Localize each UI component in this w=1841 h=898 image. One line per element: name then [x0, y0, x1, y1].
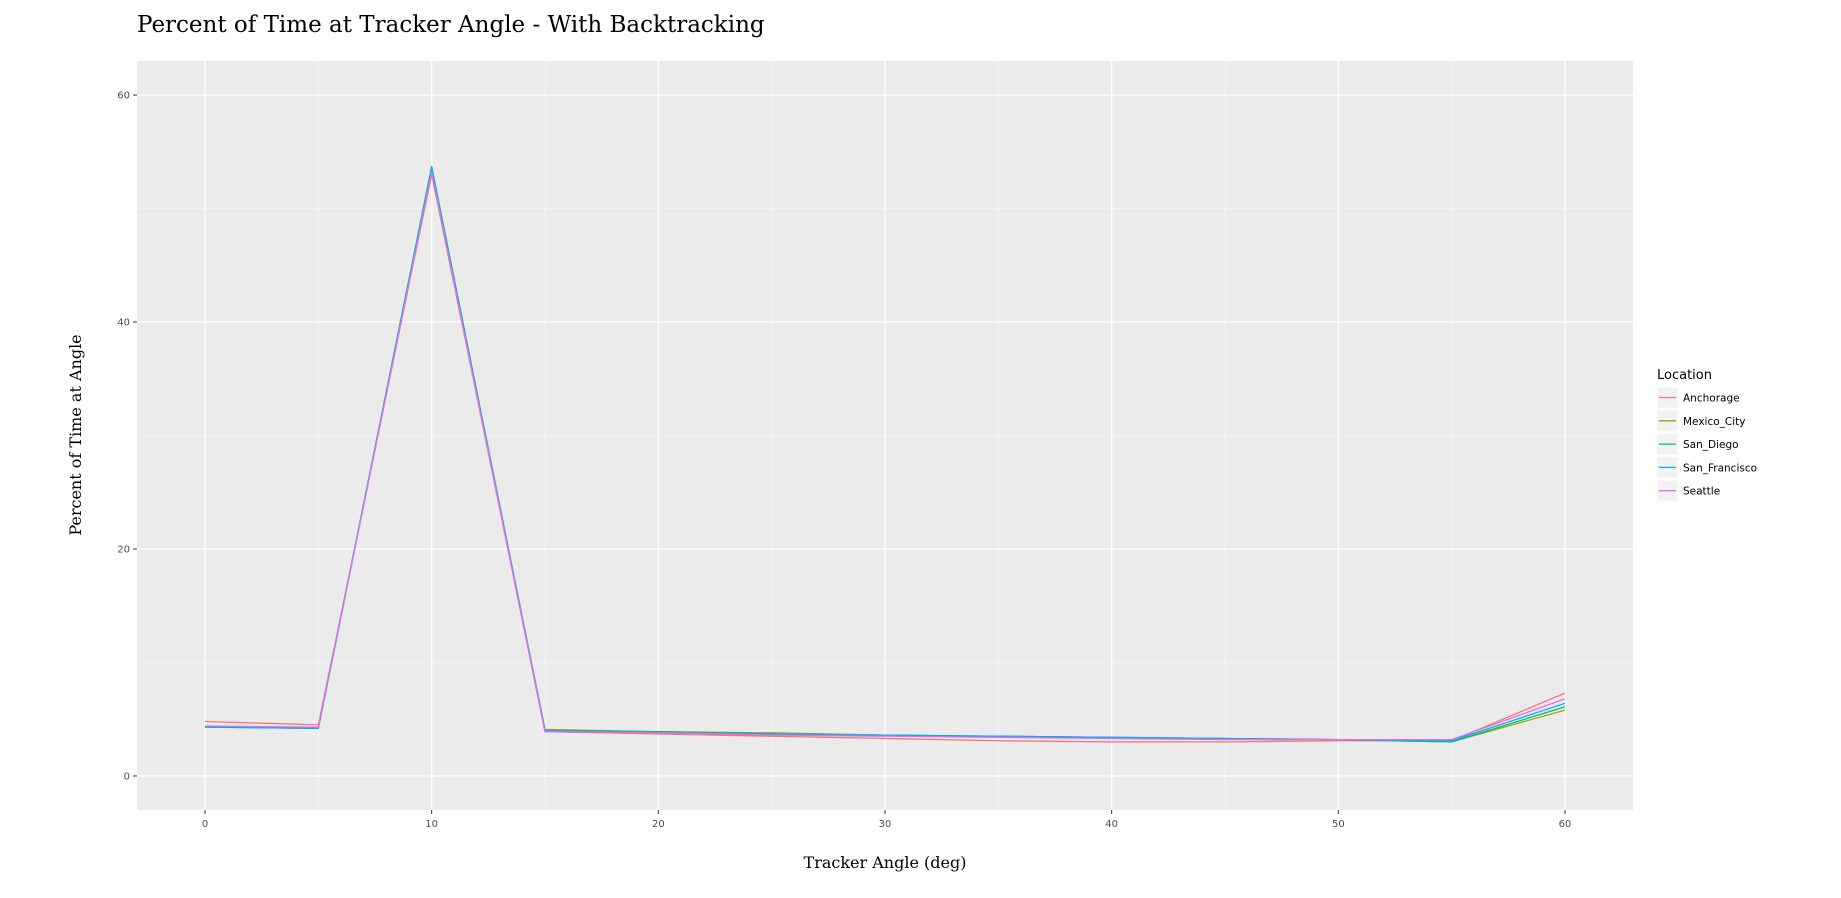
y-axis-ticks: 0 20 40 60: [117, 91, 137, 782]
legend-label-anchorage: Anchorage: [1683, 393, 1740, 405]
x-tick-label: 0: [202, 819, 208, 830]
x-tick-label: 10: [425, 819, 438, 830]
chart-title: Percent of Time at Tracker Angle - With …: [137, 12, 765, 38]
x-tick-label: 30: [879, 819, 892, 830]
series-lines: [204, 165, 1566, 743]
minor-gridlines: [137, 61, 1633, 810]
legend-label-san-diego: San_Diego: [1683, 439, 1739, 451]
x-axis-ticks: 0 10 20 30 40 50 60: [202, 810, 1572, 830]
major-gridlines: [137, 61, 1633, 810]
legend: Location Anchorage Mexico_City San_Diego Sa…: [1656, 368, 1757, 502]
x-axis-title: Tracker Angle (deg): [804, 853, 967, 872]
y-tick-label: 40: [117, 318, 130, 329]
x-tick-label: 50: [1332, 819, 1345, 830]
y-axis-title: Percent of Time at Angle: [66, 334, 85, 535]
y-tick-label: 0: [124, 771, 130, 782]
x-tick-label: 20: [652, 819, 665, 830]
legend-label-san-francisco: San_Francisco: [1683, 462, 1757, 474]
series-line-seattle: [204, 171, 1566, 741]
legend-title: Location: [1657, 368, 1712, 383]
x-tick-label: 40: [1105, 819, 1118, 830]
x-tick-label: 60: [1559, 819, 1572, 830]
y-tick-label: 20: [117, 544, 130, 555]
legend-label-seattle: Seattle: [1683, 486, 1720, 498]
legend-label-mexico-city: Mexico_City: [1683, 416, 1746, 428]
y-tick-label: 60: [117, 91, 130, 102]
